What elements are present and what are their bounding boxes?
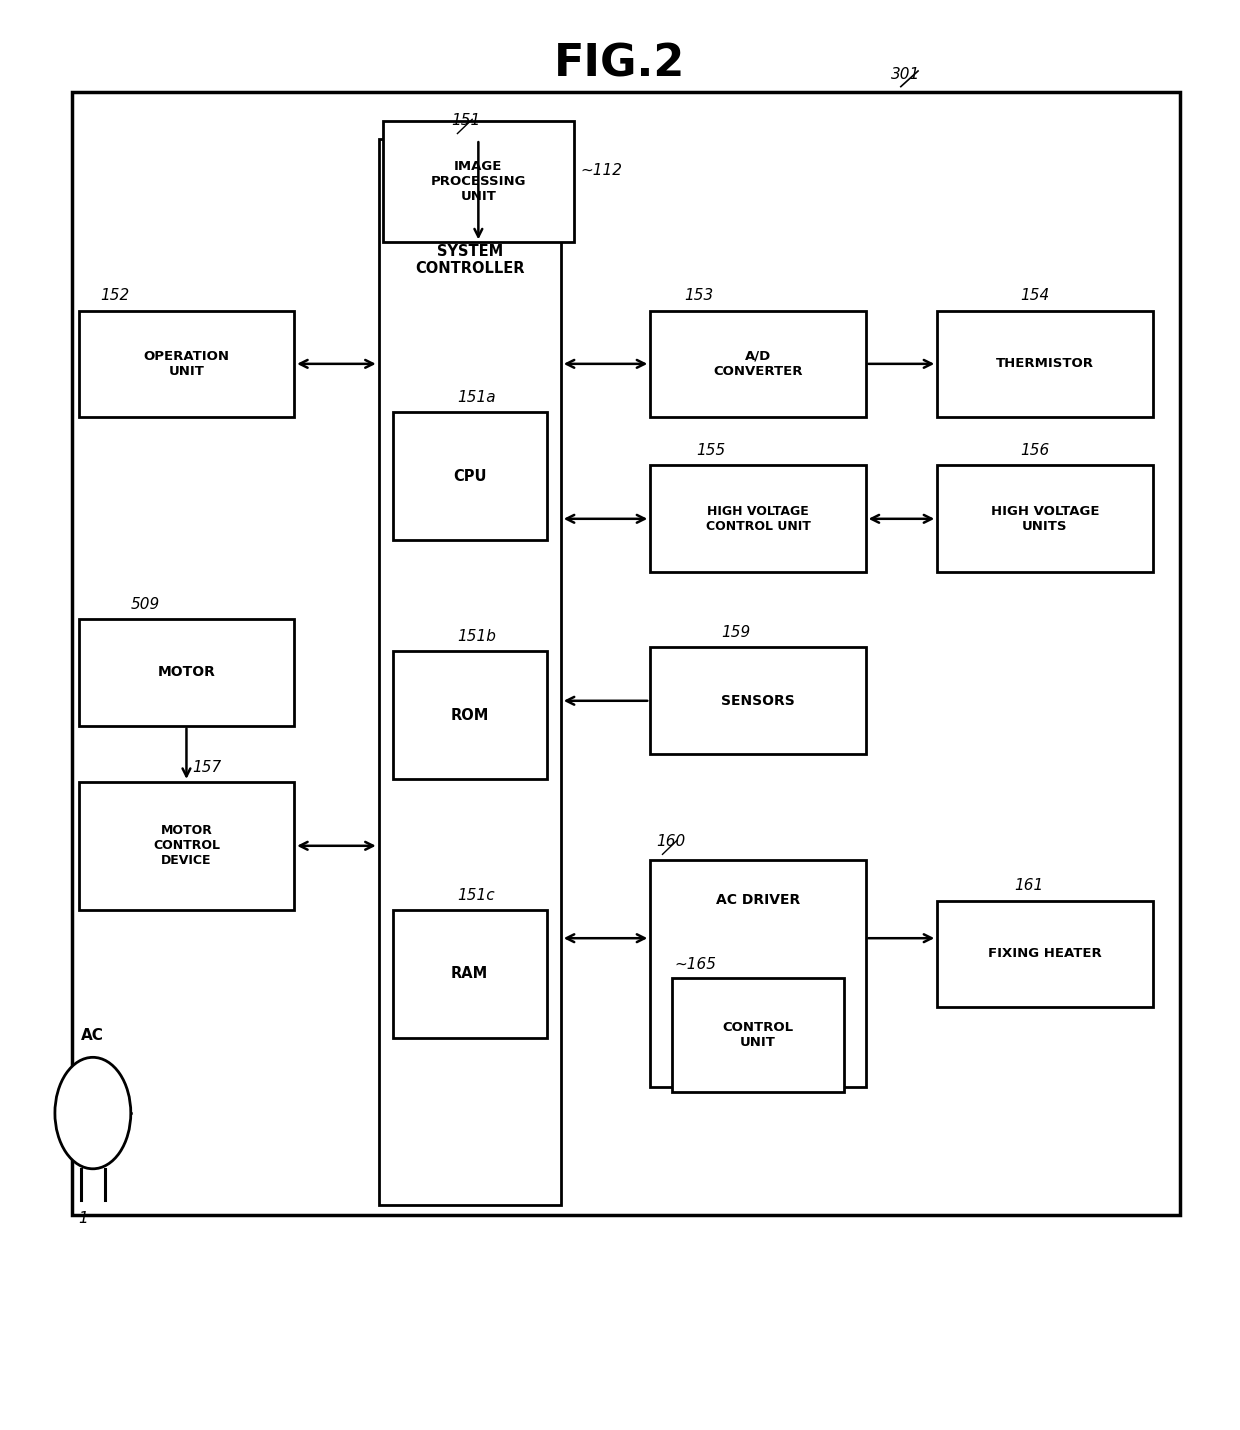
Text: OPERATION
UNIT: OPERATION UNIT: [144, 350, 229, 378]
Text: SENSORS: SENSORS: [722, 694, 795, 708]
Bar: [393, 909, 547, 1038]
Text: 154: 154: [1021, 289, 1049, 303]
Text: MOTOR: MOTOR: [157, 665, 216, 679]
Text: 1: 1: [78, 1211, 88, 1227]
Text: A/D
CONVERTER: A/D CONVERTER: [713, 350, 802, 378]
Text: ~165: ~165: [675, 957, 717, 972]
Text: AC: AC: [82, 1028, 104, 1042]
Bar: [378, 139, 560, 1205]
Text: THERMISTOR: THERMISTOR: [996, 358, 1094, 370]
Text: RAM: RAM: [451, 967, 489, 981]
Text: IMAGE
PROCESSING
UNIT: IMAGE PROCESSING UNIT: [430, 160, 526, 203]
Text: ROM: ROM: [450, 708, 489, 722]
Bar: [650, 648, 866, 754]
Bar: [937, 901, 1153, 1007]
Text: HIGH VOLTAGE
UNITS: HIGH VOLTAGE UNITS: [991, 505, 1099, 533]
Text: ~112: ~112: [580, 163, 622, 177]
Bar: [393, 412, 547, 541]
Text: MOTOR
CONTROL
DEVICE: MOTOR CONTROL DEVICE: [153, 824, 219, 867]
Text: 509: 509: [131, 596, 160, 612]
Bar: [650, 466, 866, 572]
Text: 160: 160: [656, 834, 686, 848]
Bar: [650, 310, 866, 418]
Text: 153: 153: [684, 289, 713, 303]
Text: 157: 157: [192, 759, 222, 775]
Text: 155: 155: [697, 443, 725, 459]
Bar: [78, 782, 294, 909]
Bar: [383, 122, 574, 242]
Text: 151b: 151b: [458, 629, 496, 644]
Text: HIGH VOLTAGE
CONTROL UNIT: HIGH VOLTAGE CONTROL UNIT: [706, 505, 811, 533]
Text: 156: 156: [1021, 443, 1049, 459]
Bar: [78, 310, 294, 418]
Text: FIXING HEATER: FIXING HEATER: [988, 947, 1102, 961]
Bar: [78, 619, 294, 725]
Text: 152: 152: [100, 289, 129, 303]
Bar: [72, 93, 1180, 1216]
Text: 161: 161: [1014, 878, 1043, 894]
Text: 159: 159: [720, 625, 750, 641]
Ellipse shape: [55, 1057, 130, 1168]
Bar: [393, 651, 547, 779]
Text: CONTROL
UNIT: CONTROL UNIT: [723, 1021, 794, 1048]
Bar: [937, 466, 1153, 572]
Text: 151c: 151c: [458, 888, 495, 902]
Text: CPU: CPU: [453, 469, 486, 483]
Text: 151: 151: [451, 113, 481, 127]
Text: FIG.2: FIG.2: [554, 43, 686, 86]
Text: 151a: 151a: [458, 390, 496, 405]
Bar: [937, 310, 1153, 418]
Bar: [672, 978, 844, 1091]
Text: SYSTEM
CONTROLLER: SYSTEM CONTROLLER: [415, 245, 525, 276]
Text: AC DRIVER: AC DRIVER: [715, 892, 800, 907]
Text: 301: 301: [892, 67, 920, 83]
Bar: [650, 859, 866, 1087]
